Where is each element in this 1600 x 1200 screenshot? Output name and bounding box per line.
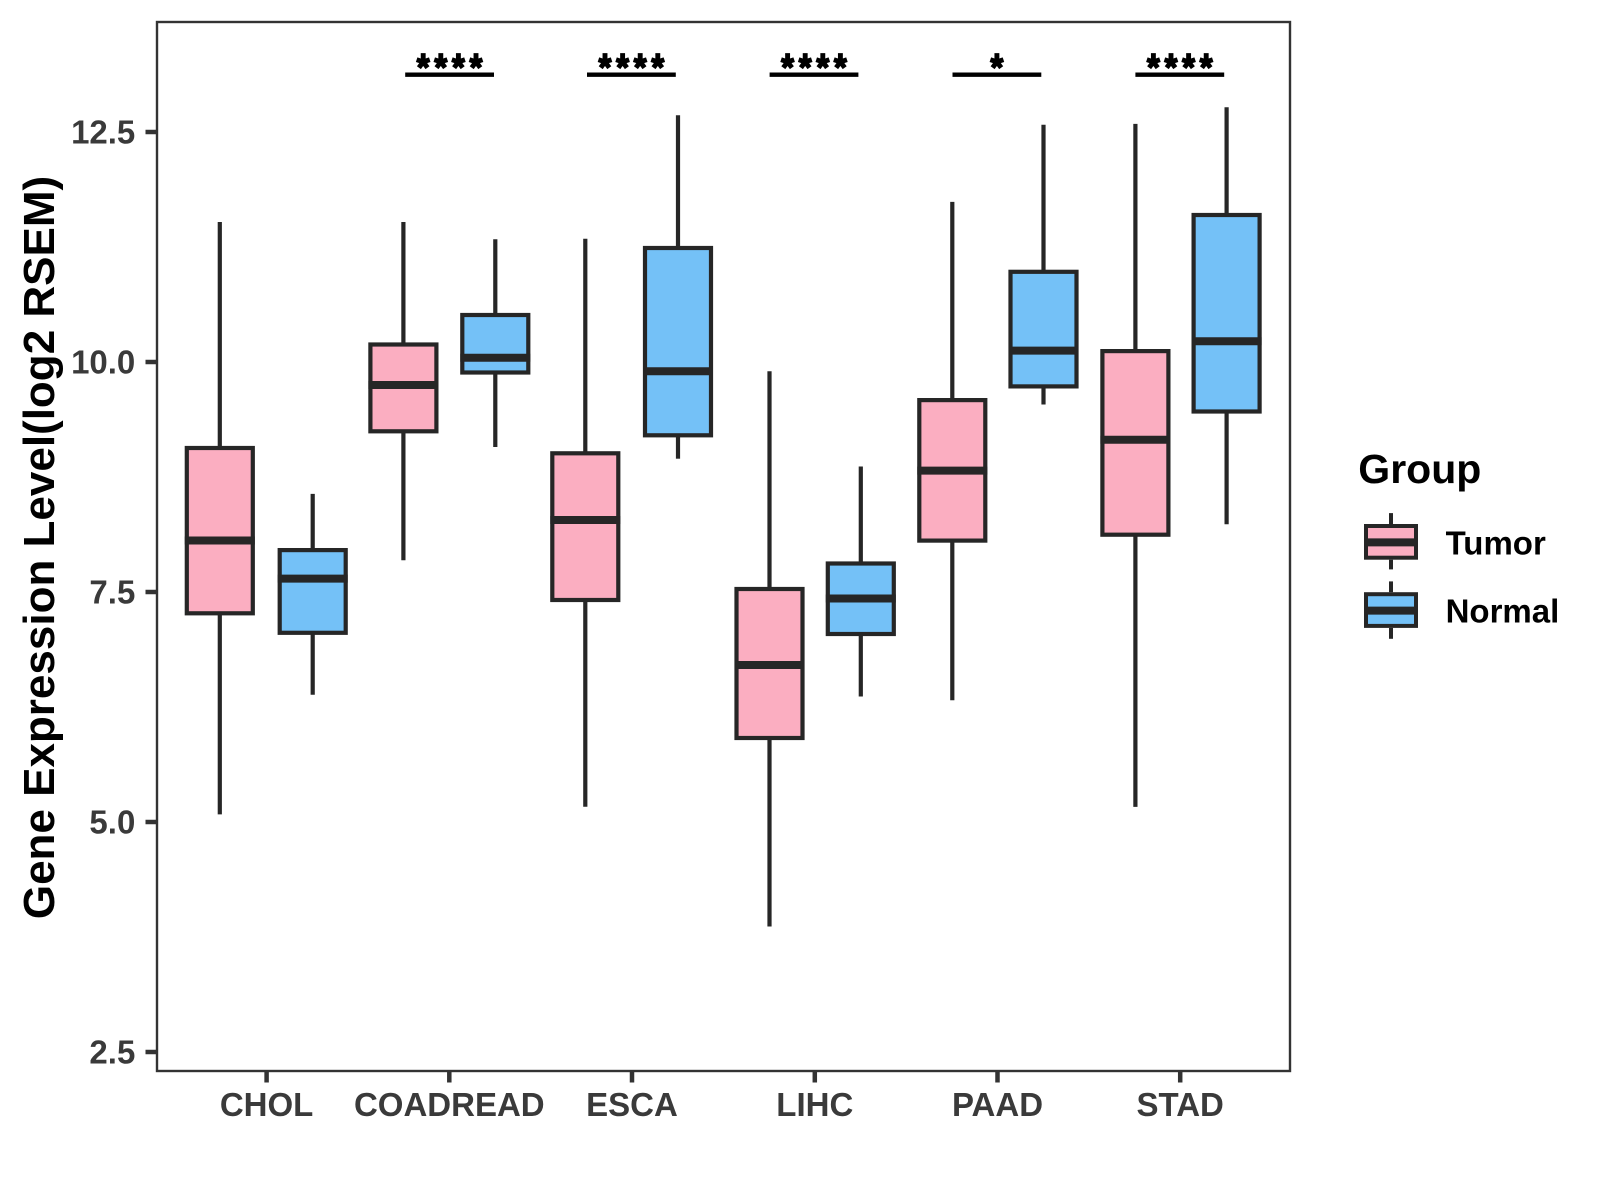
- svg-text:Group: Group: [1358, 446, 1481, 492]
- svg-text:2.5: 2.5: [89, 1034, 135, 1071]
- svg-text:12.5: 12.5: [71, 114, 135, 151]
- svg-text:Gene Expression Level(log2 RSE: Gene Expression Level(log2 RSEM): [15, 176, 64, 919]
- svg-text:Tumor: Tumor: [1446, 524, 1546, 561]
- svg-text:10.0: 10.0: [71, 344, 135, 381]
- svg-text:7.5: 7.5: [89, 574, 135, 611]
- svg-text:LIHC: LIHC: [776, 1086, 853, 1123]
- svg-text:ESCA: ESCA: [586, 1086, 678, 1123]
- svg-text:STAD: STAD: [1137, 1086, 1224, 1123]
- svg-text:CHOL: CHOL: [220, 1086, 314, 1123]
- svg-text:COADREAD: COADREAD: [354, 1086, 545, 1123]
- svg-text:5.0: 5.0: [89, 804, 135, 841]
- svg-text:Normal: Normal: [1446, 592, 1560, 629]
- svg-text:PAAD: PAAD: [952, 1086, 1043, 1123]
